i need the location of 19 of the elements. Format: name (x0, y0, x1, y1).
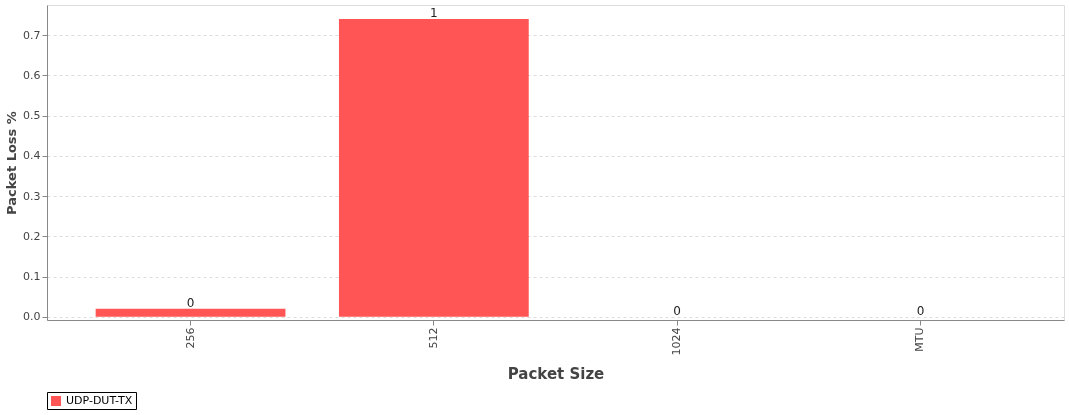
text: 0 (186, 295, 195, 310)
y-axis-title: Packet Loss % (4, 111, 20, 215)
x-tick-label: 1024 (670, 327, 684, 356)
text: 0 (916, 303, 925, 318)
y-tick-label: 0.2 (23, 229, 41, 243)
text: 0 (673, 303, 681, 318)
text: 1 (430, 6, 438, 21)
y-tick-label: 0.4 (23, 149, 41, 163)
x-axis-title: Packet Size (507, 365, 605, 384)
y-tick-label: 0.5 (23, 109, 41, 123)
y-tick-label: 0.0 (23, 310, 41, 324)
y-tick-label: 0.1 (23, 270, 41, 284)
x-tick-label: MTU (913, 327, 927, 352)
legend-label: UDP-DUT-TX (66, 394, 133, 407)
x-tick-label: 256 (183, 327, 197, 349)
y-tick-label: 0.7 (23, 28, 41, 42)
y-tick-label: 0.3 (23, 189, 41, 203)
y-tick-label: 0.6 (23, 68, 41, 82)
x-tick-label: 512 (426, 327, 440, 349)
